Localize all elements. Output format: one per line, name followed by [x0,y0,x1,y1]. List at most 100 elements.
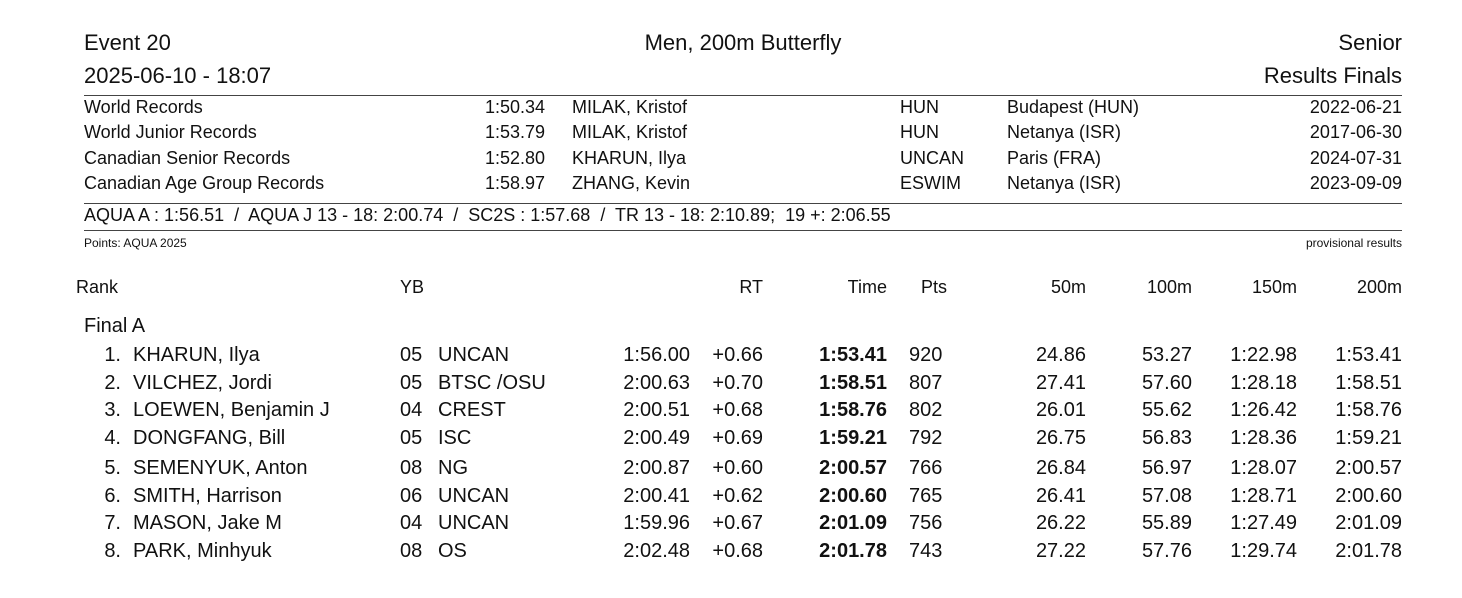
final-time: 1:58.51 [819,372,887,394]
qualifying-standards: AQUA A : 1:56.51 / AQUA J 13 - 18: 2:00.… [84,205,891,225]
split-150: 1:29.74 [1230,540,1297,562]
record-time: 1:58.97 [484,173,545,193]
birth-year: 04 [400,399,423,421]
split-50: 26.84 [1035,457,1086,479]
split-100: 55.89 [1141,512,1192,534]
split-100: 55.62 [1141,399,1192,421]
split-150: 1:27.49 [1230,512,1297,534]
club: OS [438,540,467,562]
record-date: 2024-07-31 [1309,148,1402,168]
split-200: 1:58.51 [1335,372,1402,394]
rank: 2. [104,372,121,394]
column-header: Time [847,277,887,297]
club: UNCAN [438,485,510,507]
points: 802 [909,399,943,421]
split-150: 1:22.98 [1230,344,1297,366]
seed-time: 2:00.87 [623,457,690,479]
points: 807 [909,372,943,394]
record-time: 1:53.79 [484,122,545,142]
rule [84,203,1402,204]
split-100: 56.83 [1141,427,1192,449]
birth-year: 05 [400,427,423,449]
split-200: 2:01.78 [1335,540,1402,562]
split-200: 2:00.57 [1335,457,1402,479]
reaction-time: +0.70 [712,372,763,394]
record-location: Netanya (ISR) [1007,173,1122,193]
split-200: 1:59.21 [1335,427,1402,449]
reaction-time: +0.68 [712,399,763,421]
record-type: Canadian Age Group Records [84,173,325,193]
final-time: 1:58.76 [819,399,887,421]
athlete-name: SMITH, Harrison [133,485,282,507]
birth-year: 08 [400,540,423,562]
club: NG [438,457,468,479]
record-time: 1:52.80 [484,148,545,168]
reaction-time: +0.62 [712,485,763,507]
split-150: 1:28.71 [1230,485,1297,507]
split-200: 1:58.76 [1335,399,1402,421]
birth-year: 05 [400,372,423,394]
seed-time: 2:00.51 [623,399,690,421]
final-time: 2:01.09 [819,512,887,534]
final-time: 2:00.60 [819,485,887,507]
column-header: Rank [76,277,119,297]
club: UNCAN [438,512,510,534]
reaction-time: +0.69 [712,427,763,449]
split-150: 1:26.42 [1230,399,1297,421]
points: 765 [909,485,943,507]
record-date: 2017-06-30 [1309,122,1402,142]
seed-time: 1:59.96 [623,512,690,534]
birth-year: 05 [400,344,423,366]
column-header: 50m [1050,277,1086,297]
split-100: 57.60 [1141,372,1192,394]
final-time: 2:01.78 [819,540,887,562]
record-location: Netanya (ISR) [1007,122,1122,142]
split-100: 57.76 [1141,540,1192,562]
rank: 5. [104,457,121,479]
record-location: Budapest (HUN) [1007,97,1140,117]
record-type: World Records [84,97,203,117]
split-50: 27.22 [1035,540,1086,562]
split-150: 1:28.18 [1230,372,1297,394]
rank: 4. [104,427,121,449]
club: ISC [438,427,472,449]
record-date: 2022-06-21 [1309,97,1402,117]
datetime: 2025-06-10 - 18:07 [84,63,272,88]
split-150: 1:28.07 [1230,457,1297,479]
points: 766 [909,457,943,479]
athlete-name: VILCHEZ, Jordi [133,372,272,394]
split-100: 57.08 [1141,485,1192,507]
rank: 1. [104,344,121,366]
split-100: 53.27 [1141,344,1192,366]
birth-year: 06 [400,485,423,507]
phase: Results Finals [1263,63,1402,88]
athlete-name: LOEWEN, Benjamin J [133,399,330,421]
column-header: RT [739,277,763,297]
record-holder: MILAK, Kristof [572,97,688,117]
record-type: World Junior Records [84,122,257,142]
split-200: 2:01.09 [1335,512,1402,534]
split-150: 1:28.36 [1230,427,1297,449]
event-title: Men, 200m Butterfly [644,30,842,55]
split-50: 24.86 [1035,344,1086,366]
column-header: Pts [920,277,948,297]
record-time: 1:50.34 [484,97,545,117]
points: 792 [909,427,943,449]
seed-time: 2:02.48 [623,540,690,562]
category: Senior [1338,30,1402,55]
rank: 3. [104,399,121,421]
birth-year: 04 [400,512,423,534]
final-time: 2:00.57 [819,457,887,479]
rank: 7. [104,512,121,534]
split-50: 27.41 [1035,372,1086,394]
rank: 6. [104,485,121,507]
rule [84,95,1402,96]
record-holder: ZHANG, Kevin [572,173,691,193]
reaction-time: +0.67 [712,512,763,534]
reaction-time: +0.68 [712,540,763,562]
club: UNCAN [438,344,510,366]
split-100: 56.97 [1141,457,1192,479]
club: CREST [438,399,506,421]
split-50: 26.22 [1035,512,1086,534]
seed-time: 2:00.63 [623,372,690,394]
